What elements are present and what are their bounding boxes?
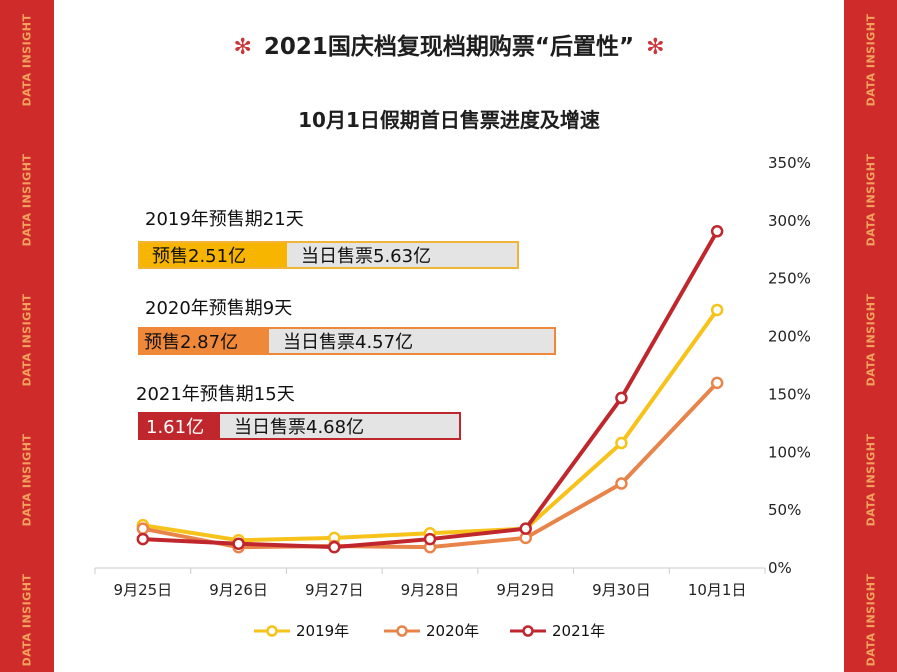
series-line-1	[140, 380, 720, 550]
legend-line-marker-icon	[510, 624, 546, 637]
annotation-2019-day: 当日售票5.63亿	[287, 243, 517, 267]
left-banner: DATA INSIGHT DATA INSIGHT DATA INSIGHT DATA…	[0, 0, 54, 672]
x-tick-label: 9月27日	[305, 581, 364, 599]
y-tick-label: 200%	[768, 328, 811, 346]
x-tick-label: 9月30日	[592, 581, 651, 599]
data-point	[710, 303, 724, 317]
chart-legend: 2019年 2020年 2021年	[0, 620, 897, 642]
y-tick-label: 0%	[768, 559, 792, 577]
data-point	[423, 532, 437, 546]
legend-label: 2021年	[552, 622, 606, 640]
right-banner: DATA INSIGHT DATA INSIGHT DATA INSIGHT DATA…	[844, 0, 897, 672]
legend-line-marker-icon	[384, 624, 420, 637]
data-point	[710, 225, 724, 238]
annotation-2019-label: 2019年预售期21天	[145, 209, 304, 230]
data-point	[519, 522, 532, 535]
asterisk-icon: ✻	[646, 35, 665, 60]
x-tick-label: 9月25日	[114, 581, 173, 599]
annotation-2021-box: 1.61亿 当日售票4.68亿	[138, 412, 461, 440]
annotation-2019-presale: 预售2.51亿	[140, 243, 287, 267]
x-tick-label: 9月26日	[209, 581, 268, 599]
y-tick-label: 100%	[768, 443, 811, 461]
data-point	[328, 540, 341, 554]
chart-title: 10月1日假期首日售票进度及增速	[298, 108, 600, 132]
data-point	[710, 376, 724, 390]
y-tick-label: 150%	[768, 385, 811, 403]
legend-item: 2021年	[508, 620, 605, 641]
legend-label: 2020年	[426, 622, 480, 640]
annotation-2021-day: 当日售票4.68亿	[220, 414, 459, 438]
annotation-2020-presale: 预售2.87亿	[140, 329, 269, 353]
data-point	[136, 522, 150, 535]
legend-item: 2019年	[252, 620, 349, 641]
y-tick-label: 250%	[768, 270, 811, 288]
data-point	[615, 391, 628, 405]
annotation-2020-box: 预售2.87亿 当日售票4.57亿	[138, 327, 556, 355]
annotation-2021-label: 2021年预售期15天	[136, 384, 295, 405]
data-point	[615, 477, 628, 490]
legend-label: 2019年	[296, 622, 350, 640]
page-title: ✻ 2021国庆档复现档期购票“后置性” ✻	[54, 27, 844, 61]
annotation-2021-presale: 1.61亿	[140, 414, 220, 438]
legend-item: 2020年	[382, 620, 479, 641]
y-tick-label: 50%	[768, 501, 801, 519]
legend-line-marker-icon	[254, 624, 290, 637]
asterisk-icon: ✻	[233, 35, 252, 60]
page-title-text: 2021国庆档复现档期购票“后置性”	[263, 34, 635, 60]
x-tick-label: 10月1日	[688, 581, 747, 599]
data-point	[232, 537, 245, 550]
annotation-2020-label: 2020年预售期9天	[145, 298, 293, 319]
annotation-2020-day: 当日售票4.57亿	[269, 329, 554, 353]
annotation-2019-box: 预售2.51亿 当日售票5.63亿	[138, 241, 519, 269]
data-point	[136, 532, 150, 546]
data-point	[615, 436, 628, 450]
y-tick-label: 350%	[768, 154, 811, 172]
y-tick-label: 300%	[768, 212, 811, 230]
x-tick-label: 9月28日	[401, 581, 460, 599]
x-tick-label: 9月29日	[496, 581, 555, 599]
